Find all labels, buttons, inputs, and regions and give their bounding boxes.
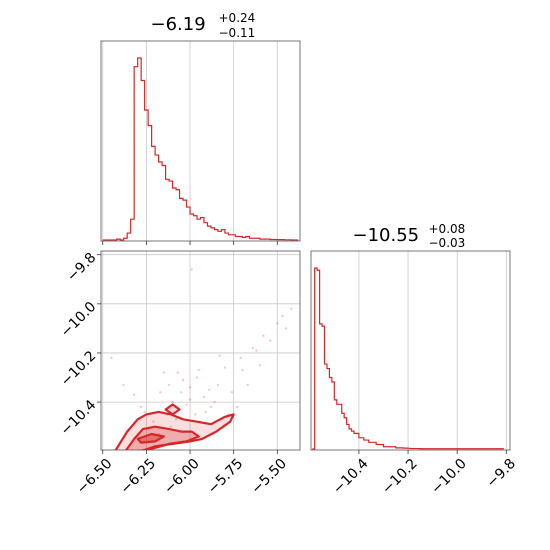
- scatter-point: [223, 366, 227, 369]
- x-tick-label-param1: −6.00: [161, 456, 203, 498]
- param1-title-lower: −0.11: [219, 26, 256, 40]
- x-tick-label-param2: −9.8: [484, 456, 519, 491]
- scatter-point: [218, 354, 221, 357]
- scatter-point: [255, 349, 258, 352]
- x-tick-label-param1: −6.25: [117, 456, 159, 498]
- scatter-point: [276, 322, 279, 325]
- scatter-point: [159, 391, 162, 394]
- scatter-point: [143, 410, 146, 414]
- histogram-step-param2: [312, 267, 504, 450]
- scatter-point: [246, 383, 249, 387]
- y-tick-label-param2: −9.8: [64, 250, 99, 285]
- scatter-point: [169, 425, 173, 428]
- scatter-point: [180, 391, 183, 394]
- plot-area: [110, 268, 293, 450]
- scatter-point: [230, 391, 234, 394]
- scatter-point: [139, 405, 143, 409]
- scatter-point: [197, 368, 200, 372]
- axes-frame: [310, 250, 511, 451]
- param2-title-upper: +0.08: [429, 222, 466, 236]
- scatter-point: [195, 376, 199, 379]
- param2-title: −10.55: [353, 225, 420, 246]
- scatter-point: [122, 383, 125, 387]
- histogram-panel-param1: [100, 40, 301, 245]
- param1-title-upper: +0.24: [219, 11, 256, 25]
- contour-island: [164, 403, 181, 416]
- scatter-point: [258, 364, 262, 367]
- histogram-panel-param2: [310, 250, 511, 454]
- scatter-point: [208, 388, 211, 392]
- scatter-point: [209, 405, 213, 409]
- scatter-point: [167, 383, 171, 387]
- scatter-point: [174, 418, 178, 421]
- param2-title-lower: −0.03: [429, 236, 466, 250]
- scatter-point: [171, 400, 174, 404]
- scatter-point: [202, 395, 206, 399]
- axes-frame: [100, 250, 301, 451]
- scatter-point: [185, 403, 188, 406]
- param1-title: −6.19: [151, 14, 206, 35]
- scatter-point: [176, 371, 180, 374]
- scatter-point: [216, 383, 220, 387]
- scatter-point: [284, 327, 288, 330]
- scatter-point: [188, 386, 192, 389]
- scatter-point: [194, 413, 197, 416]
- scatter-point: [162, 371, 166, 374]
- histogram-step-param1: [102, 57, 299, 241]
- scatter-point: [281, 314, 284, 318]
- y-tick-label-param2: −10.0: [58, 299, 100, 341]
- scatter-point: [188, 398, 192, 401]
- x-tick-label-param1: −6.50: [74, 456, 116, 498]
- x-tick-label-param1: −5.50: [248, 456, 290, 498]
- x-tick-label-param2: −10.0: [428, 456, 470, 498]
- scatter-point: [132, 393, 136, 396]
- scatter-point: [290, 307, 293, 310]
- axes-frame: [100, 40, 301, 242]
- scatter-point: [181, 378, 185, 382]
- scatter-contour-panel: [97, 250, 301, 454]
- scatter-point: [213, 400, 216, 404]
- scatter-point: [239, 356, 242, 360]
- scatter-point: [152, 420, 155, 423]
- scatter-point: [110, 356, 113, 360]
- scatter-point: [204, 410, 207, 414]
- y-tick-label-param2: −10.2: [58, 348, 100, 390]
- scatter-point: [235, 405, 239, 409]
- scatter-point: [190, 268, 193, 271]
- x-tick-label-param1: −5.75: [205, 456, 247, 498]
- scatter-point: [269, 339, 272, 342]
- scatter-point: [241, 368, 244, 372]
- y-tick-label-param2: −10.4: [58, 397, 100, 439]
- contour-inner: [136, 432, 165, 444]
- x-tick-label-param2: −10.2: [379, 456, 421, 498]
- scatter-point: [251, 346, 255, 350]
- scatter-point: [262, 334, 265, 337]
- x-tick-label-param2: −10.4: [330, 456, 372, 498]
